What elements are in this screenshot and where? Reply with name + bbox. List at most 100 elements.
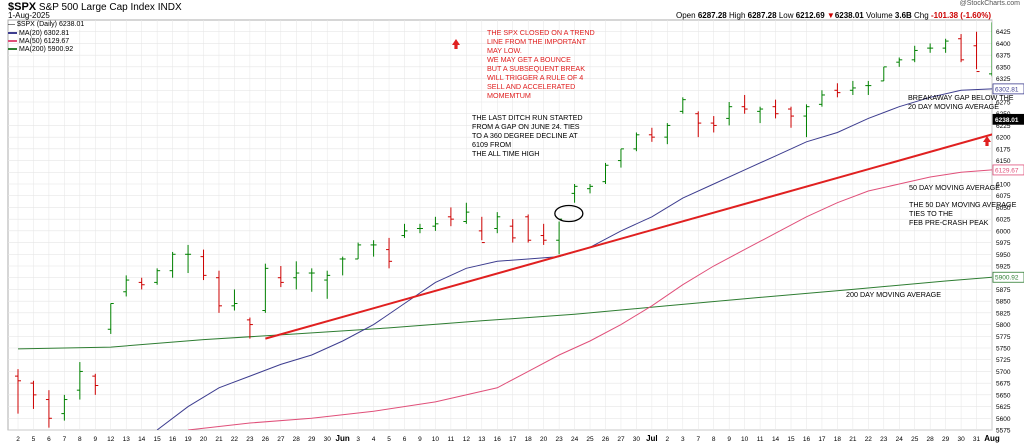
ohlc-bar	[494, 212, 501, 234]
ohlc-bar	[710, 116, 717, 133]
x-tick-label: 6	[403, 436, 407, 443]
y-tick-label: 6325	[996, 76, 1011, 83]
ohlc-bar	[927, 43, 934, 53]
ohlc-bar	[107, 302, 114, 334]
ohlc-bar	[169, 251, 176, 278]
ohlc-bar	[370, 240, 377, 257]
close-value: 6238.01	[834, 11, 864, 20]
ohlc-bar	[525, 214, 532, 243]
x-tick-label: 23	[246, 436, 254, 443]
y-tick-label: 5700	[996, 369, 1011, 376]
chart-date: 1-Aug-2025	[8, 11, 50, 20]
x-tick-label: 30	[957, 436, 965, 443]
x-tick-label: 16	[803, 436, 811, 443]
y-tick-label: 6225	[996, 123, 1011, 130]
legend-ma200: MA(200) 5900.92	[8, 46, 73, 53]
x-tick-label: 19	[184, 436, 192, 443]
y-tick-label: 6175	[996, 146, 1011, 153]
close-arrow: ▼	[826, 11, 835, 20]
ohlc-bar	[231, 289, 238, 311]
x-tick-label: 10	[741, 436, 749, 443]
x-tick-label: 27	[617, 436, 625, 443]
ohlc-bar	[509, 219, 516, 243]
ohlc-bar	[324, 270, 331, 299]
y-tick-label: 5950	[996, 252, 1011, 259]
x-tick-label: 18	[525, 436, 533, 443]
ohlc-bar	[942, 38, 949, 53]
index-name: S&P 500 Large Cap Index	[38, 2, 155, 13]
ohlc-bar	[15, 369, 21, 414]
chart-title: $SPX S&P 500 Large Cap Index INDX	[8, 1, 182, 13]
x-tick-label: 6	[47, 436, 51, 443]
y-tick-label: 6400	[996, 41, 1011, 48]
x-tick-label: 20	[540, 436, 548, 443]
annotation-ma200: 200 DAY MOVING AVERAGE	[846, 290, 942, 299]
ticker-symbol: $SPX	[8, 1, 37, 13]
ohlc-bar	[478, 216, 485, 244]
legend-main: — $SPX (Daily) 6238.01	[8, 21, 85, 28]
legend-ma20: MA(20) 6302.81	[8, 30, 69, 37]
x-tick-label: 2	[16, 436, 20, 443]
ohlc-bar	[61, 394, 68, 421]
ohlc-bar	[463, 202, 470, 224]
ohlc-bar	[308, 268, 315, 292]
price-tag	[992, 164, 1024, 176]
ohlc-bar	[540, 223, 547, 245]
ohlc-bar	[803, 104, 810, 138]
x-tick-label: 23	[880, 436, 888, 443]
y-tick-label: 5775	[996, 334, 1011, 341]
x-tick-label: 16	[494, 436, 502, 443]
up-arrow-icon	[452, 39, 460, 49]
x-tick-label: 11	[448, 436, 455, 443]
series-group	[15, 22, 992, 430]
y-tick-label: 5800	[996, 322, 1011, 329]
ohlc-bar	[246, 317, 253, 339]
ohlc-bar	[293, 261, 300, 290]
x-tick-label: 9	[418, 436, 422, 443]
ohlc-bar	[339, 256, 346, 276]
x-tick-label: 30	[324, 436, 332, 443]
ohlc-bar	[726, 102, 733, 126]
x-tick-label: 12	[463, 436, 471, 443]
x-tick-label: 17	[509, 436, 517, 443]
x-tick-label: 4	[372, 436, 376, 443]
x-tick-label: 26	[602, 436, 610, 443]
up-arrow-icon	[983, 136, 991, 146]
y-tick-label: 5750	[996, 346, 1011, 353]
ohlc-bar	[849, 80, 856, 95]
x-tick-label: 13	[123, 436, 131, 443]
ohlc-bar	[911, 45, 918, 63]
ohlc-bar	[215, 270, 222, 313]
x-tick-label: 29	[308, 436, 316, 443]
open-value: 6287.28	[697, 11, 727, 20]
x-tick-label: 5	[387, 436, 391, 443]
x-tick-label: 13	[478, 436, 486, 443]
x-tick-label: 27	[277, 436, 285, 443]
ohlc-bar	[664, 123, 671, 145]
change-value: -101.38 (-1.60%)	[930, 11, 991, 20]
x-tick-label: 25	[911, 436, 919, 443]
x-tick-label: 9	[727, 436, 731, 443]
price-tag	[992, 83, 1024, 95]
y-tick-label: 6375	[996, 53, 1011, 60]
ohlc-bar	[695, 111, 702, 138]
annotation-last-ditch: THE LAST DITCH RUN STARTED FROM A GAP ON…	[472, 113, 583, 158]
ohlc-bar	[185, 244, 192, 274]
price-tag-label: 6238.01	[995, 117, 1019, 124]
x-tick-label: 7	[63, 436, 67, 443]
price-tag	[992, 113, 1024, 125]
x-tick-label: 23	[555, 436, 563, 443]
price-tag-label: 6129.67	[995, 167, 1019, 174]
ohlc-bar	[587, 184, 594, 194]
x-tick-label: 15	[787, 436, 795, 443]
ohlc-bar	[617, 148, 624, 168]
ohlc-bar	[958, 34, 965, 63]
y-tick-label: 5650	[996, 392, 1011, 399]
ohlc-bar	[200, 249, 207, 281]
ohlc-bar	[633, 132, 640, 152]
y-tick-label: 6350	[996, 64, 1011, 71]
ohlc-readout: Open 6287.28 High 6287.28 Low 6212.69 ▼6…	[676, 11, 991, 20]
y-tick-label: 5925	[996, 264, 1011, 271]
x-tick-label: 12	[107, 436, 115, 443]
y-tick-label: 6200	[996, 135, 1011, 142]
